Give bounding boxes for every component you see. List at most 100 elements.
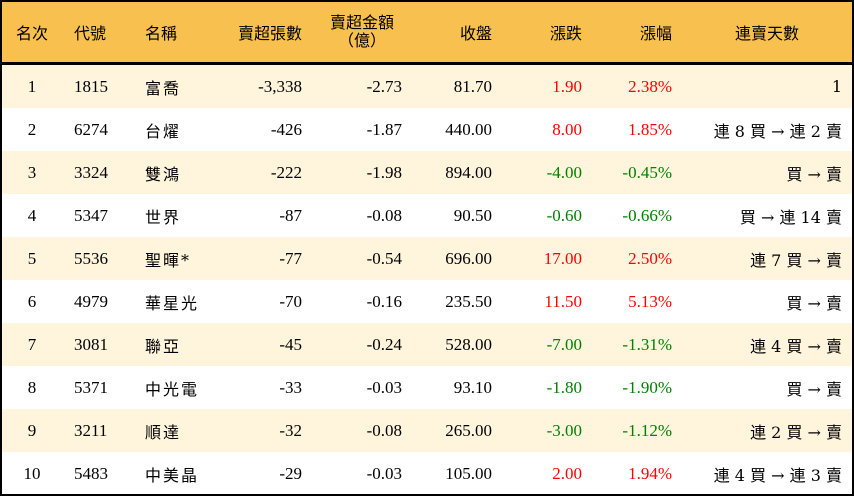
- cell-code: 1815: [74, 76, 108, 96]
- header-code: 代號: [74, 24, 107, 43]
- cell-change-pct: 2.50%: [628, 248, 672, 268]
- cell-sell-amount: -0.03: [366, 463, 402, 483]
- cell-sell-amount: -2.73: [366, 76, 402, 96]
- cell-sell-shares: -426: [270, 119, 302, 139]
- cell-change: -4.00: [546, 162, 582, 182]
- table-header: 名次 代號 名稱 賣超張數 賣超金額 （億） 收盤 漲跌 漲幅 連賣天數: [2, 2, 852, 65]
- cell-sell-shares: -3,338: [258, 76, 302, 96]
- table-row: 3 3324 雙鴻 -222 -1.98 894.00 -4.00 -0.45%…: [2, 151, 852, 194]
- cell-change: 17.00: [543, 248, 582, 268]
- cell-change-pct: -0.45%: [622, 162, 672, 182]
- cell-change: 1.90: [552, 76, 582, 96]
- cell-change: 8.00: [552, 119, 582, 139]
- cell-change-pct: -1.31%: [622, 334, 672, 354]
- cell-change: -1.80: [546, 377, 582, 397]
- cell-streak: 連 7 買 → 賣: [750, 250, 842, 270]
- table-row: 7 3081 聯亞 -45 -0.24 528.00 -7.00 -1.31% …: [2, 323, 852, 366]
- cell-sell-amount: -0.54: [366, 248, 402, 268]
- cell-sell-amount: -0.08: [366, 205, 402, 225]
- table-row: 1 1815 富喬 -3,338 -2.73 81.70 1.90 2.38% …: [2, 65, 852, 108]
- header-sell-amount-line1: 賣超金額: [329, 13, 394, 32]
- cell-change-pct: 2.38%: [628, 76, 672, 96]
- cell-sell-shares: -87: [279, 205, 302, 225]
- cell-close: 528.00: [445, 334, 492, 354]
- table-row: 4 5347 世界 -87 -0.08 90.50 -0.60 -0.66% 買…: [2, 194, 852, 237]
- cell-rank: 5: [27, 248, 37, 268]
- cell-code: 3081: [74, 334, 108, 354]
- cell-close: 696.00: [445, 248, 492, 268]
- cell-streak: 連 4 買 → 賣: [750, 336, 842, 356]
- cell-rank: 9: [27, 420, 37, 440]
- header-change-pct: 漲幅: [639, 24, 672, 43]
- table-body: 1 1815 富喬 -3,338 -2.73 81.70 1.90 2.38% …: [2, 65, 852, 495]
- cell-rank: 4: [27, 205, 37, 225]
- cell-sell-amount: -1.98: [366, 162, 402, 182]
- cell-sell-amount: -0.16: [366, 291, 402, 311]
- table-row: 8 5371 中光電 -33 -0.03 93.10 -1.80 -1.90% …: [2, 366, 852, 409]
- cell-change-pct: 1.94%: [628, 463, 672, 483]
- header-sell-shares: 賣超張數: [237, 24, 302, 43]
- cell-code: 5536: [74, 248, 108, 268]
- cell-streak: 買 → 賣: [786, 164, 842, 184]
- cell-change: 11.50: [544, 291, 582, 311]
- table-row: 6 4979 華星光 -70 -0.16 235.50 11.50 5.13% …: [2, 280, 852, 323]
- cell-sell-shares: -45: [279, 334, 302, 354]
- cell-code: 5483: [74, 463, 108, 483]
- cell-code: 3324: [74, 162, 108, 182]
- header-rank: 名次: [15, 24, 48, 43]
- cell-close: 265.00: [445, 420, 492, 440]
- cell-close: 93.10: [453, 377, 492, 397]
- cell-code: 3211: [74, 420, 108, 440]
- cell-rank: 1: [27, 76, 37, 96]
- cell-sell-shares: -29: [279, 463, 302, 483]
- cell-name: 中美晶: [145, 465, 200, 485]
- cell-name: 富喬: [145, 78, 182, 98]
- cell-sell-amount: -0.24: [366, 334, 402, 354]
- cell-code: 5347: [74, 205, 108, 225]
- cell-code: 5371: [74, 377, 108, 397]
- cell-name: 台燿: [145, 121, 182, 141]
- cell-close: 440.00: [445, 119, 492, 139]
- header-change: 漲跌: [549, 24, 582, 43]
- table-row: 5 5536 聖暉* -77 -0.54 696.00 17.00 2.50% …: [2, 237, 852, 280]
- cell-streak: 連 2 買 → 賣: [750, 422, 842, 442]
- cell-rank: 8: [27, 377, 37, 397]
- cell-close: 105.00: [445, 463, 492, 483]
- header-sell-amount: 賣超金額 （億）: [317, 2, 407, 62]
- cell-streak: 1: [831, 77, 842, 96]
- cell-change: -3.00: [546, 420, 582, 440]
- cell-rank: 10: [23, 463, 41, 483]
- header-close: 收盤: [459, 24, 492, 43]
- cell-sell-shares: -222: [270, 162, 302, 182]
- cell-change-pct: 5.13%: [628, 291, 672, 311]
- cell-name: 聖暉*: [145, 250, 192, 270]
- cell-code: 6274: [74, 119, 108, 139]
- cell-change: -0.60: [546, 205, 582, 225]
- cell-sell-amount: -1.87: [366, 119, 402, 139]
- table-row: 9 3211 順達 -32 -0.08 265.00 -3.00 -1.12% …: [2, 409, 852, 452]
- cell-change-pct: -1.12%: [622, 420, 672, 440]
- cell-sell-amount: -0.08: [366, 420, 402, 440]
- header-name: 名稱: [145, 24, 178, 43]
- cell-rank: 2: [27, 119, 37, 139]
- cell-name: 世界: [145, 207, 182, 227]
- table-row: 2 6274 台燿 -426 -1.87 440.00 8.00 1.85% 連…: [2, 108, 852, 151]
- cell-change-pct: -0.66%: [622, 205, 672, 225]
- cell-sell-shares: -32: [279, 420, 302, 440]
- cell-sell-shares: -70: [279, 291, 302, 311]
- header-sell-amount-line2: （億）: [337, 31, 386, 50]
- cell-name: 華星光: [145, 293, 200, 313]
- cell-change: -7.00: [546, 334, 582, 354]
- cell-streak: 連 8 買 → 連 2 賣: [713, 121, 842, 141]
- cell-rank: 6: [27, 291, 37, 311]
- cell-close: 235.50: [445, 291, 492, 311]
- cell-sell-shares: -77: [279, 248, 302, 268]
- cell-rank: 3: [27, 162, 37, 182]
- table-row: 10 5483 中美晶 -29 -0.03 105.00 2.00 1.94% …: [2, 452, 852, 495]
- cell-streak: 連 4 買 → 連 3 賣: [713, 465, 842, 485]
- cell-close: 90.50: [453, 205, 492, 225]
- cell-rank: 7: [27, 334, 37, 354]
- cell-name: 順達: [145, 422, 182, 442]
- header-streak: 連賣天數: [734, 24, 799, 43]
